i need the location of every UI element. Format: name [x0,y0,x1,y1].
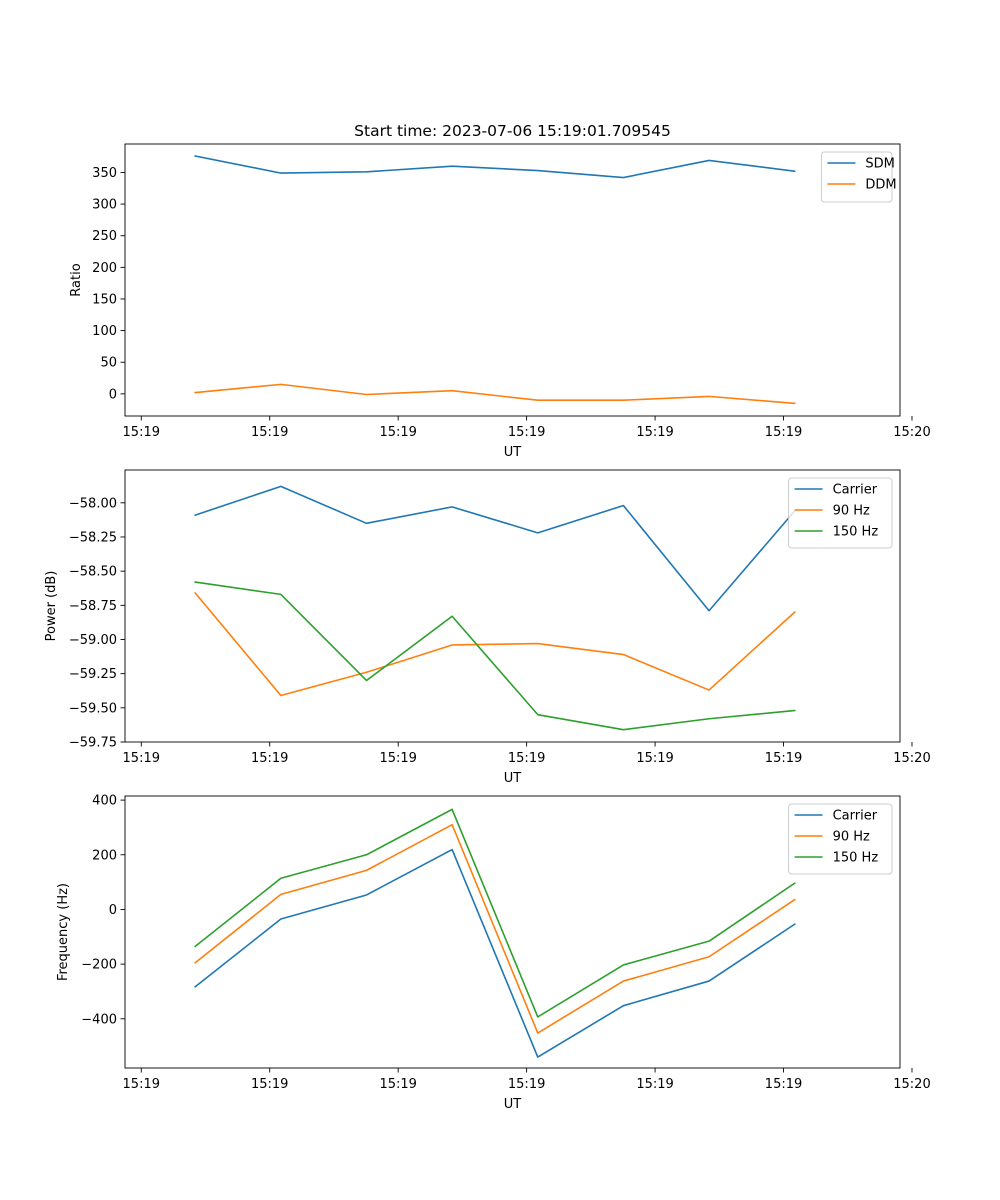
x-tick-label: 15:19 [508,1077,545,1092]
y-tick-label: 50 [100,356,117,371]
y-tick-label: −59.75 [69,736,117,751]
legend-label: 90 Hz [833,830,870,845]
x-tick-label: 15:20 [893,1077,930,1092]
legend-label: 150 Hz [833,851,879,866]
series-line-carrier [194,848,796,1058]
series-line-90-hz [194,591,796,697]
y-tick-label: −59.50 [69,701,117,716]
x-tick-label: 15:19 [251,425,288,440]
series-line-sdm [194,155,796,179]
legend-label: 90 Hz [833,504,870,519]
legend-label: SDM [865,157,894,172]
series-line-ddm [194,383,796,405]
y-tick-label: −58.75 [69,599,117,614]
axes-frame [124,795,901,1069]
y-tick-label: −200 [81,958,117,973]
series-line-150-hz [194,581,796,731]
y-tick-label: 0 [109,903,117,918]
y-tick-label: 400 [92,794,117,809]
y-tick-label: 200 [92,848,117,863]
y-tick-label: −58.25 [69,530,117,545]
y-tick-label: 250 [92,229,117,244]
y-axis: 400 200 0 −200 −400 Frequency (Hz) [56,794,125,1027]
series-group [194,808,796,1058]
y-axis-label: Frequency (Hz) [56,883,71,981]
y-tick-label: 0 [109,387,117,402]
x-tick-label: 15:19 [765,1077,802,1092]
chart-panel-2: 15:19 15:19 15:19 15:19 15:19 15:19 15:20 UT −58… [44,469,931,786]
legend-label: Carrier [833,809,878,824]
x-tick-label: 15:19 [765,425,802,440]
x-tick-label: 15:20 [893,751,930,766]
y-tick-label: 150 [92,292,117,307]
y-axis-label: Ratio [69,263,84,296]
x-tick-label: 15:19 [123,1077,160,1092]
y-axis-label: Power (dB) [44,571,59,642]
series-line-carrier [194,485,796,612]
x-tick-label: 15:19 [765,751,802,766]
series-group [194,155,796,405]
series-line-90-hz [194,823,796,1034]
legend-label: Carrier [833,483,878,498]
y-tick-label: 200 [92,261,117,276]
x-tick-label: 15:19 [636,751,673,766]
chart-panel-3: 15:19 15:19 15:19 15:19 15:19 15:19 15:20 UT 400… [56,794,931,1112]
x-tick-label: 15:19 [123,425,160,440]
legend-label: DDM [865,178,896,193]
y-tick-label: −58.00 [69,496,117,511]
y-tick-label: −59.00 [69,633,117,648]
x-tick-label: 15:19 [379,425,416,440]
x-axis-label: UT [504,445,522,460]
y-axis: 0 50 100 150 200 250 300 350 Ratio [69,166,125,402]
x-axis-label: UT [504,1097,522,1112]
series-line-150-hz [194,808,796,1018]
x-tick-label: 15:20 [893,425,930,440]
y-tick-label: 100 [92,324,117,339]
x-tick-label: 15:19 [251,1077,288,1092]
x-axis: 15:19 15:19 15:19 15:19 15:19 15:19 15:20 UT [123,416,931,460]
y-tick-label: 350 [92,166,117,181]
x-tick-label: 15:19 [123,751,160,766]
x-axis-label: UT [504,771,522,786]
x-axis: 15:19 15:19 15:19 15:19 15:19 15:19 15:20 UT [123,742,931,786]
legend: Carrier 90 Hz 150 Hz [788,477,893,549]
x-axis: 15:19 15:19 15:19 15:19 15:19 15:19 15:20 UT [123,1068,931,1112]
legend-label: 150 Hz [833,525,879,540]
x-tick-label: 15:19 [251,751,288,766]
chart-title: Start time: 2023-07-06 15:19:01.709545 [354,122,671,140]
y-tick-label: −58.50 [69,565,117,580]
axes-frame [124,469,901,743]
legend: SDM DDM [820,151,897,203]
x-tick-label: 15:19 [636,425,673,440]
series-group [194,485,796,731]
chart-panel-1: 15:19 15:19 15:19 15:19 15:19 15:19 15:20 UT 0 50… [69,122,931,460]
x-tick-label: 15:19 [379,751,416,766]
y-tick-label: −59.25 [69,667,117,682]
x-tick-label: 15:19 [379,1077,416,1092]
y-axis: −58.00 −58.25 −58.50 −58.75 −59.00 −59.25 −59.… [44,496,125,751]
y-tick-label: −400 [81,1012,117,1027]
x-tick-label: 15:19 [508,751,545,766]
x-tick-label: 15:19 [636,1077,673,1092]
legend-box [820,151,893,203]
legend: Carrier 90 Hz 150 Hz [788,803,893,875]
y-tick-label: 300 [92,198,117,213]
axes-frame [124,143,901,417]
x-tick-label: 15:19 [508,425,545,440]
